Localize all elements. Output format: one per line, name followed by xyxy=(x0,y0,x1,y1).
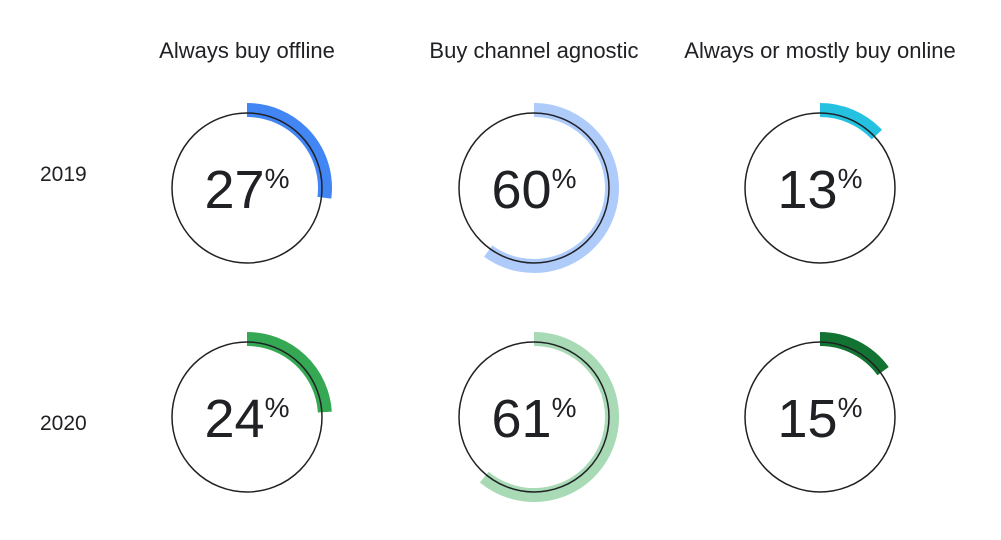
column-header-agnostic: Buy channel agnostic xyxy=(429,38,639,63)
donut-online-2019: 13% xyxy=(744,103,896,264)
value-label-agnostic-2020: 61% xyxy=(492,389,577,449)
donut-offline-2020: 24% xyxy=(171,332,332,493)
arc-offline-2020 xyxy=(246,332,332,413)
arc-agnostic-2019 xyxy=(484,103,619,273)
ring-offline-2019 xyxy=(171,112,323,264)
donut-online-2020: 15% xyxy=(744,332,896,493)
ring-agnostic-2019 xyxy=(458,112,610,264)
ring-online-2020 xyxy=(744,341,896,493)
row-label-2019: 2019 xyxy=(40,163,87,186)
ring-online-2019 xyxy=(744,112,896,264)
row-label-2020: 2020 xyxy=(40,412,87,435)
donut-offline-2019: 27% xyxy=(171,103,332,264)
ring-offline-2020 xyxy=(171,341,323,493)
value-label-online-2020: 15% xyxy=(778,389,863,449)
donut-agnostic-2020: 61% xyxy=(458,332,619,502)
column-header-online: Always or mostly buy online xyxy=(684,38,956,63)
arc-offline-2019 xyxy=(246,103,332,199)
ring-agnostic-2020 xyxy=(458,341,610,493)
arc-online-2019 xyxy=(819,103,882,140)
value-label-offline-2020: 24% xyxy=(205,389,290,449)
column-header-offline: Always buy offline xyxy=(159,38,335,63)
value-label-online-2019: 13% xyxy=(778,160,863,220)
value-label-offline-2019: 27% xyxy=(205,160,290,220)
value-label-agnostic-2019: 60% xyxy=(492,160,577,220)
donut-agnostic-2019: 60% xyxy=(458,103,619,273)
arc-agnostic-2020 xyxy=(479,332,619,502)
arc-online-2020 xyxy=(819,332,889,376)
